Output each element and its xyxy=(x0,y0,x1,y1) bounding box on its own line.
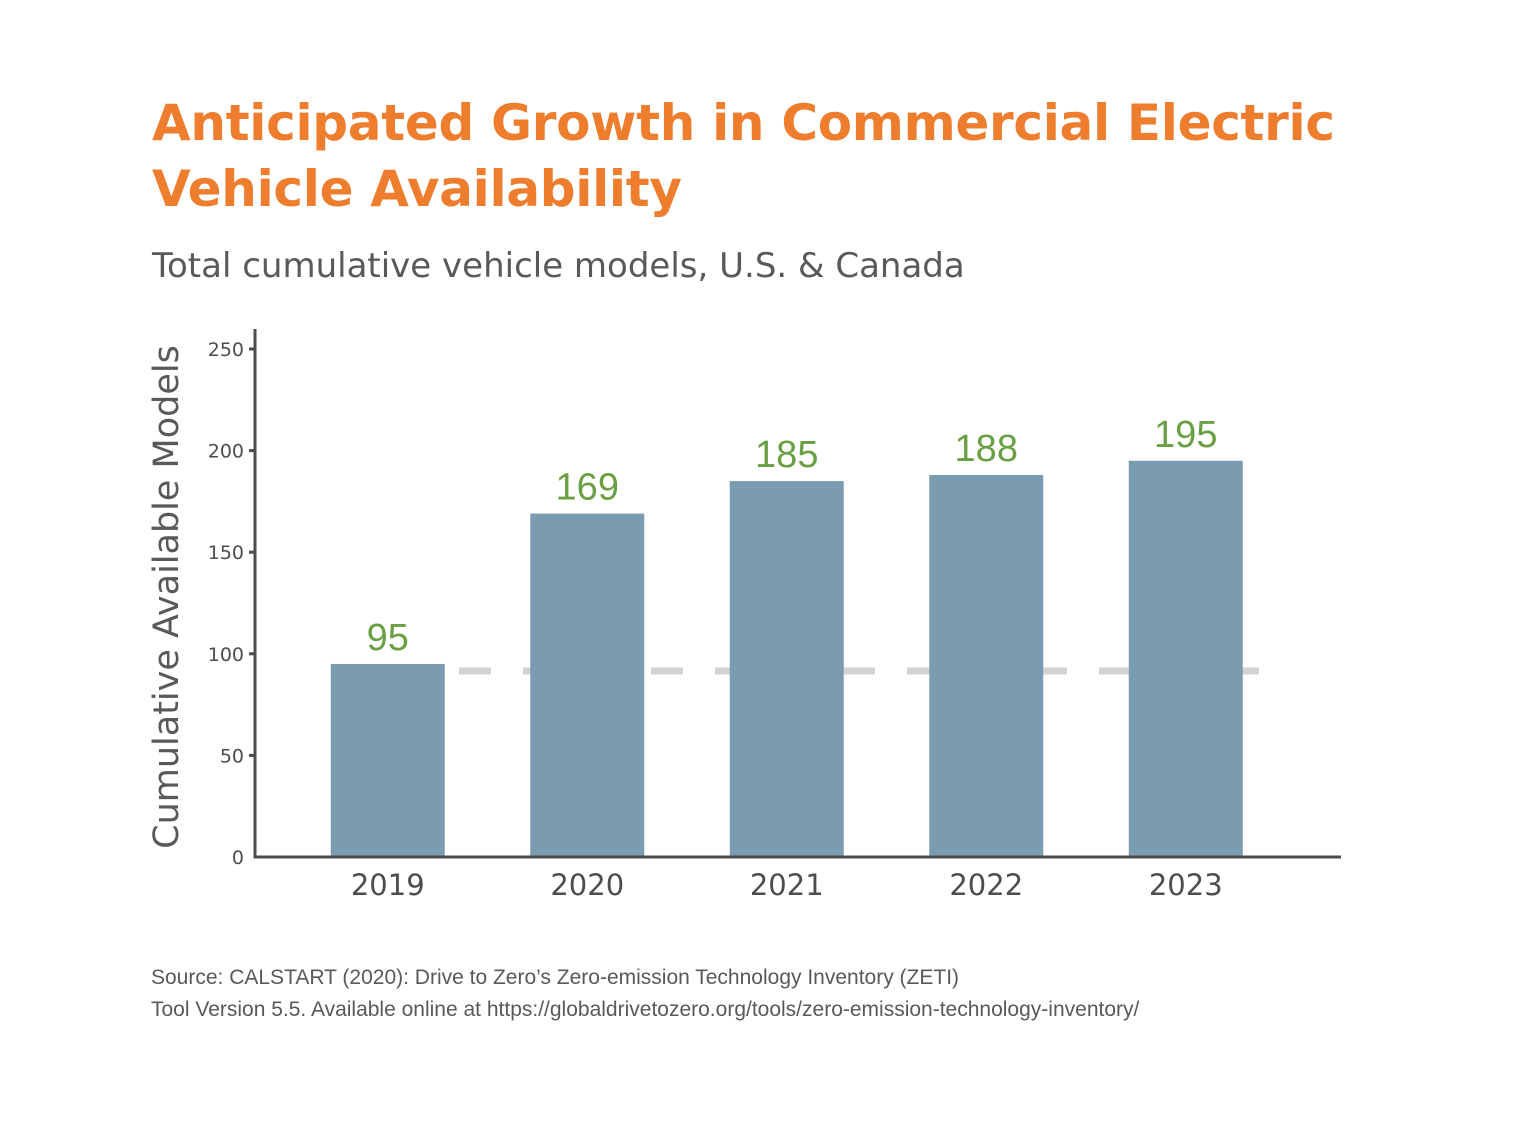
chart-subtitle: Total cumulative vehicle models, U.S. & … xyxy=(152,246,965,286)
chart-title: Anticipated Growth in Commercial Electri… xyxy=(152,94,1335,218)
source-note: Source: CALSTART (2020): Drive to Zero’s… xyxy=(151,962,1139,1026)
data-label-2020: 169 xyxy=(556,467,619,509)
y-tick-label-250: 250 xyxy=(208,339,244,361)
bar-2022 xyxy=(929,474,1044,857)
data-label-2022: 188 xyxy=(955,428,1018,470)
bar-2021 xyxy=(729,481,844,857)
y-axis: 0 50 100 150 200 250 xyxy=(208,329,257,869)
y-axis-title: Cumulative Available Models xyxy=(147,345,187,849)
source-line-1: Source: CALSTART (2020): Drive to Zero’s… xyxy=(151,966,960,989)
source-line-2: Tool Version 5.5. Available online at ht… xyxy=(151,998,1140,1021)
data-label-2023: 195 xyxy=(1154,414,1217,456)
x-tick-label-2021: 2021 xyxy=(750,868,824,902)
y-tick-label-100: 100 xyxy=(208,644,244,666)
y-tick-label-50: 50 xyxy=(220,745,244,767)
x-axis: 2019 2020 2021 2022 2023 xyxy=(253,855,1341,902)
bar-2020 xyxy=(530,513,645,857)
bars-layer: 95 169 185 188 195 xyxy=(330,414,1243,857)
y-tick-label-150: 150 xyxy=(208,542,244,564)
x-tick-label-2023: 2023 xyxy=(1149,868,1223,902)
bar-2023 xyxy=(1128,460,1243,857)
x-tick-label-2019: 2019 xyxy=(351,868,425,902)
x-tick-label-2020: 2020 xyxy=(550,868,624,902)
y-tick-label-0: 0 xyxy=(232,847,244,869)
x-tick-label-2022: 2022 xyxy=(949,868,1023,902)
data-label-2019: 95 xyxy=(367,617,409,659)
y-tick-label-200: 200 xyxy=(208,441,244,463)
data-label-2021: 185 xyxy=(755,434,818,476)
bar-2019 xyxy=(330,663,445,857)
